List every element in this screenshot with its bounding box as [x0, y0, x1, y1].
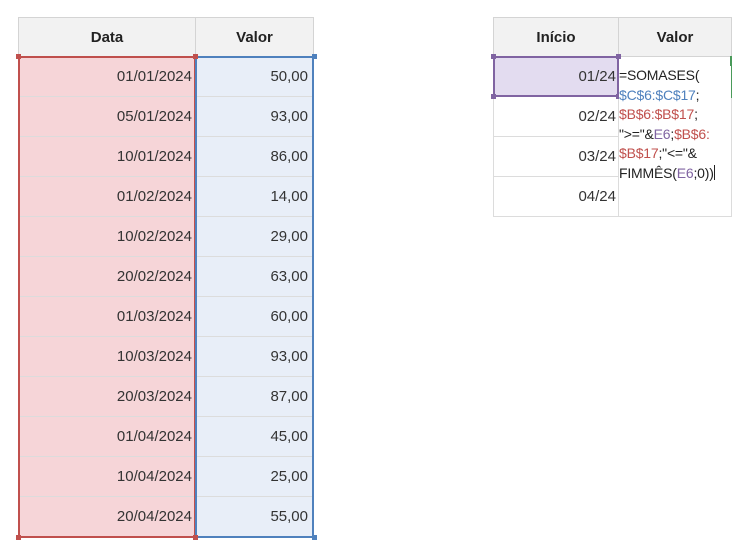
value-cell[interactable]: 86,00 — [195, 137, 314, 177]
start-month-cell[interactable]: 04/24 — [493, 177, 619, 217]
range-handle[interactable] — [491, 54, 496, 59]
formula-function: =SOMASES( — [619, 67, 700, 83]
value-cell[interactable]: 93,00 — [195, 97, 314, 137]
date-cell[interactable]: 20/02/2024 — [18, 257, 196, 297]
range-handle[interactable] — [312, 535, 317, 540]
range-handle[interactable] — [16, 535, 21, 540]
value-cell[interactable]: 14,00 — [195, 177, 314, 217]
formula-separator: ; — [695, 86, 700, 103]
formula-ref-dates: $B$6:$B$17 — [619, 106, 695, 122]
range-handle[interactable] — [16, 54, 21, 59]
range-handle[interactable] — [616, 54, 621, 59]
range-handle[interactable] — [193, 54, 198, 59]
date-cell[interactable]: 10/02/2024 — [18, 217, 196, 257]
date-cell[interactable]: 01/03/2024 — [18, 297, 196, 337]
date-cell[interactable]: 20/03/2024 — [18, 377, 196, 417]
value-cell[interactable]: 29,00 — [195, 217, 314, 257]
column-header-valor[interactable]: Valor — [195, 17, 314, 57]
formula-operator-text: ">="& — [619, 125, 654, 142]
range-handle[interactable] — [193, 535, 198, 540]
range-handle[interactable] — [312, 54, 317, 59]
formula-separator: ; — [694, 106, 698, 122]
date-cell[interactable]: 01/02/2024 — [18, 177, 196, 217]
result-value-cell[interactable] — [618, 177, 732, 217]
value-cell[interactable]: 63,00 — [195, 257, 314, 297]
formula-ref-values: $C$6:$C$17 — [619, 86, 696, 103]
formula-ref-criteria-2: E6 — [676, 164, 694, 181]
value-cell[interactable]: 55,00 — [195, 497, 314, 537]
formula-operator-text-2: ;"<="& — [658, 145, 697, 161]
date-cell[interactable]: 05/01/2024 — [18, 97, 196, 137]
date-cell[interactable]: 10/04/2024 — [18, 457, 196, 497]
start-month-cell[interactable]: 03/24 — [493, 137, 619, 177]
column-header-inicio[interactable]: Início — [493, 17, 619, 57]
formula-ref-dates-2: $B$6: — [674, 125, 710, 142]
value-cell[interactable]: 25,00 — [195, 457, 314, 497]
formula-ref-criteria: E6 — [653, 125, 671, 142]
value-cell[interactable]: 45,00 — [195, 417, 314, 457]
formula-editor[interactable]: =SOMASES( $C$6:$C$17; $B$6:$B$17; ">="&E… — [619, 66, 731, 183]
value-cell[interactable]: 60,00 — [195, 297, 314, 337]
date-cell[interactable]: 10/03/2024 — [18, 337, 196, 377]
formula-ref-dates-2b: $B$17 — [619, 145, 659, 161]
value-cell[interactable]: 87,00 — [195, 377, 314, 417]
column-header-valor-2[interactable]: Valor — [618, 17, 732, 57]
formula-closing: ;0)) — [693, 164, 714, 181]
date-cell[interactable]: 20/04/2024 — [18, 497, 196, 537]
date-cell[interactable]: 01/04/2024 — [18, 417, 196, 457]
text-cursor — [713, 164, 715, 180]
date-cell[interactable]: 10/01/2024 — [18, 137, 196, 177]
column-header-data[interactable]: Data — [18, 17, 196, 57]
value-cell[interactable]: 50,00 — [195, 57, 314, 97]
formula-function-eomonth: FIMMÊS( — [619, 164, 677, 181]
start-month-cell[interactable]: 02/24 — [493, 97, 619, 137]
range-handle[interactable] — [491, 94, 496, 99]
start-month-cell[interactable]: 01/24 — [493, 57, 619, 97]
range-handle[interactable] — [616, 94, 621, 99]
formula-separator: ; — [670, 125, 675, 142]
value-cell[interactable]: 93,00 — [195, 337, 314, 377]
date-cell[interactable]: 01/01/2024 — [18, 57, 196, 97]
